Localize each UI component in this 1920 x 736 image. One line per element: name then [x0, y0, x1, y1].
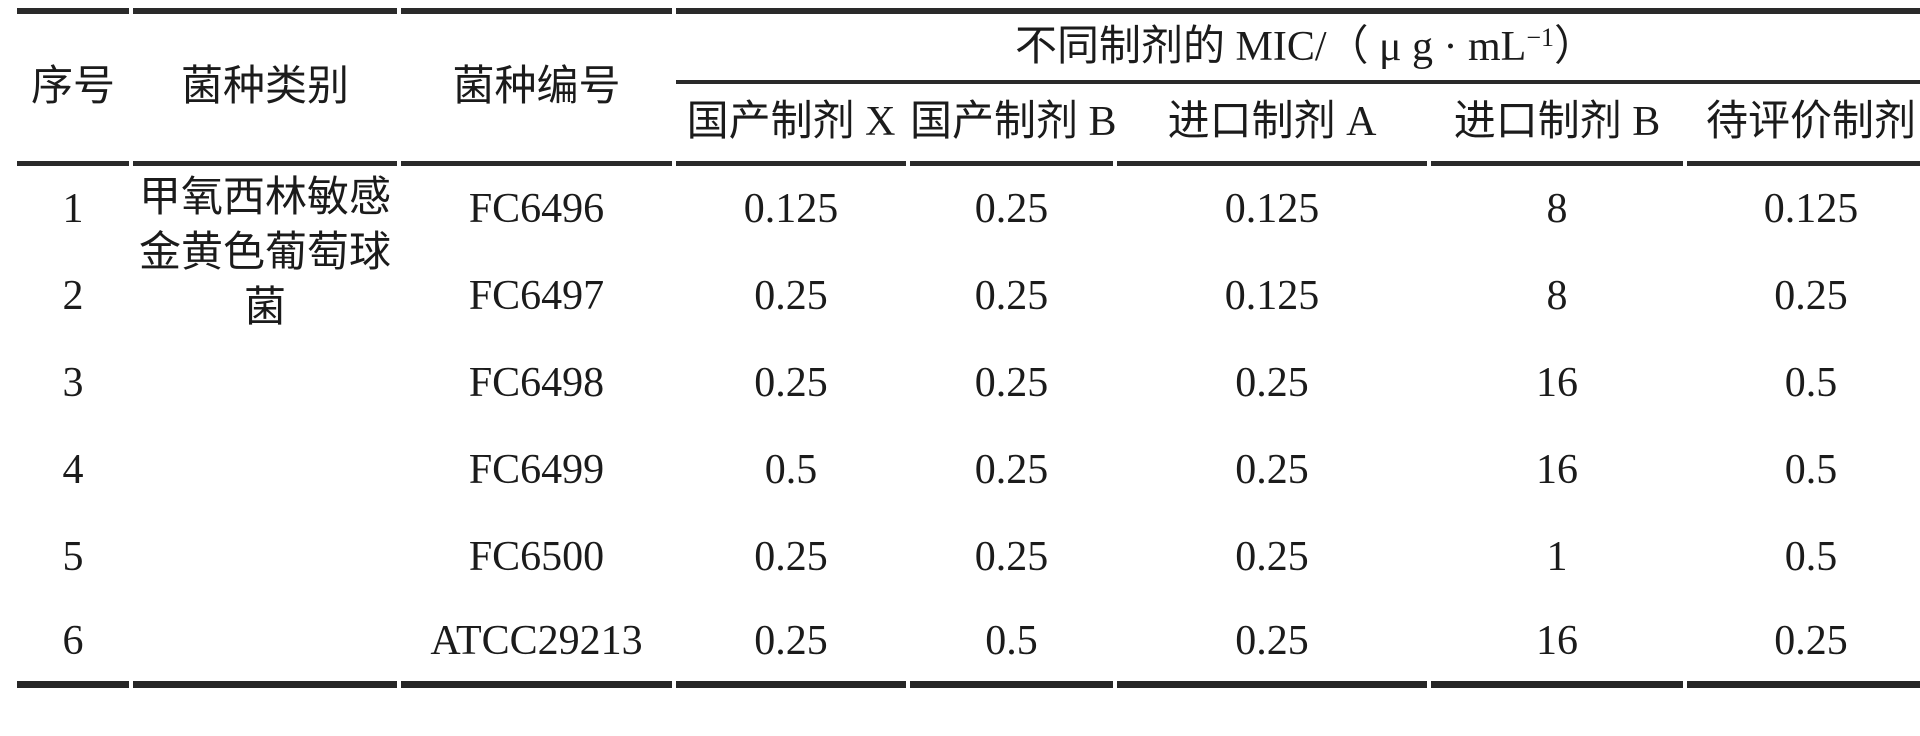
index-cell: 6	[17, 601, 129, 688]
mic-results-table: 序号 菌种类别 菌种编号 不同制剂的 MIC/（ μ g · mL−1） 国产制…	[13, 8, 1920, 688]
mic-value-cell: 0.5	[764, 447, 818, 494]
col-header-index: 序号	[17, 8, 129, 166]
col-header-category: 菌种类别	[133, 8, 397, 166]
mic-value-cell: 0.25	[974, 534, 1049, 581]
header-row-sub: 国产制剂 X 国产制剂 B 进口制剂 A 进口制剂 B 待评价制剂	[17, 84, 1920, 166]
header-row-group: 序号 菌种类别 菌种编号 不同制剂的 MIC/（ μ g · mL−1）	[17, 8, 1920, 166]
mic-value-cell: 0.125	[1763, 186, 1859, 233]
mic-value-cell: 0.125	[1224, 186, 1320, 233]
index-cell: 1	[62, 186, 84, 233]
mic-value-cell: 0.5	[1784, 534, 1838, 581]
category-line: 金黄色葡萄球	[138, 229, 391, 276]
col-header-strain-id: 菌种编号	[401, 8, 672, 166]
mic-value-cell: 0.5	[910, 601, 1113, 688]
col-header-import-a: 进口制剂 A	[1117, 84, 1427, 166]
col-header-evaluated: 待评价制剂	[1687, 84, 1920, 166]
mic-value-cell: 0.25	[1774, 273, 1848, 320]
table-row: 1 甲氧西林敏感 金黄色葡萄球 菌 FC6496 0.125 0.25 0.12…	[17, 166, 1920, 331]
mic-superscript: −1	[1526, 22, 1555, 52]
mic-value-cell: 0.5	[1784, 447, 1838, 494]
mic-value-cell: 0.25	[974, 360, 1049, 407]
mic-value-cell: 0.25	[1235, 360, 1309, 407]
mic-value-cell: 0.25	[1235, 534, 1309, 581]
category-line: 甲氧西林敏感	[138, 174, 391, 221]
mic-value-cell: 0.25	[676, 601, 906, 688]
index-cell: 4	[62, 447, 84, 494]
mic-value-cell: 8	[1546, 273, 1568, 320]
mic-group-header-text: 不同制剂的 MIC/（ μ g · mL	[1015, 23, 1527, 70]
mic-value-cell: 0.25	[1235, 447, 1309, 494]
mic-value-cell: 0.5	[1784, 360, 1838, 407]
category-cell-empty	[133, 601, 397, 688]
table-row: 2 FC6497 0.25 0.25 0.125 8 0.25	[17, 253, 1920, 340]
mic-value-cell: 0.125	[743, 186, 839, 233]
mic-value-cell: 0.25	[1117, 601, 1427, 688]
strain-id-cell: FC6496	[468, 186, 605, 233]
mic-value-cell: 0.25	[754, 273, 828, 320]
table-row: 5 FC6500 0.25 0.25 0.25 1 0.5	[17, 514, 1920, 601]
strain-id-cell: ATCC29213	[401, 601, 672, 688]
col-header-import-b: 进口制剂 B	[1431, 84, 1683, 166]
strain-id-cell: FC6497	[468, 273, 605, 320]
mic-value-cell: 0.25	[1687, 601, 1920, 688]
table-row: 6 ATCC29213 0.25 0.5 0.25 16 0.25	[17, 601, 1920, 688]
index-cell: 5	[62, 534, 84, 581]
table-row: 4 FC6499 0.5 0.25 0.25 16 0.5	[17, 427, 1920, 514]
mic-value-cell: 0.25	[974, 447, 1049, 494]
category-cell: 甲氧西林敏感 金黄色葡萄球 菌	[133, 166, 397, 340]
mic-value-cell: 8	[1546, 186, 1568, 233]
strain-id-cell: FC6498	[468, 360, 605, 407]
col-header-domestic-b: 国产制剂 B	[910, 84, 1117, 166]
mic-value-cell: 16	[1536, 447, 1578, 494]
index-cell: 2	[62, 273, 84, 320]
strain-id-cell: FC6500	[468, 534, 605, 581]
mic-group-header-close: ）	[1554, 23, 1597, 70]
category-line: 菌	[243, 284, 286, 331]
mic-value-cell: 0.25	[974, 186, 1049, 233]
col-header-domestic-x: 国产制剂 X	[676, 84, 906, 166]
mic-group-header: 不同制剂的 MIC/（ μ g · mL−1）	[676, 8, 1920, 84]
category-cell-empty	[133, 427, 397, 514]
index-cell: 3	[62, 360, 84, 407]
mic-value-cell: 0.25	[974, 273, 1049, 320]
mic-value-cell: 16	[1431, 601, 1683, 688]
mic-value-cell: 16	[1536, 360, 1578, 407]
mic-value-cell: 0.25	[754, 360, 828, 407]
strain-id-cell: FC6499	[468, 447, 605, 494]
mic-value-cell: 0.125	[1224, 273, 1320, 320]
mic-value-cell: 0.25	[754, 534, 828, 581]
table-row: 3 FC6498 0.25 0.25 0.25 16 0.5	[17, 340, 1920, 427]
category-cell-empty	[133, 514, 397, 601]
category-cell-empty	[133, 340, 397, 427]
mic-value-cell: 1	[1546, 534, 1568, 581]
